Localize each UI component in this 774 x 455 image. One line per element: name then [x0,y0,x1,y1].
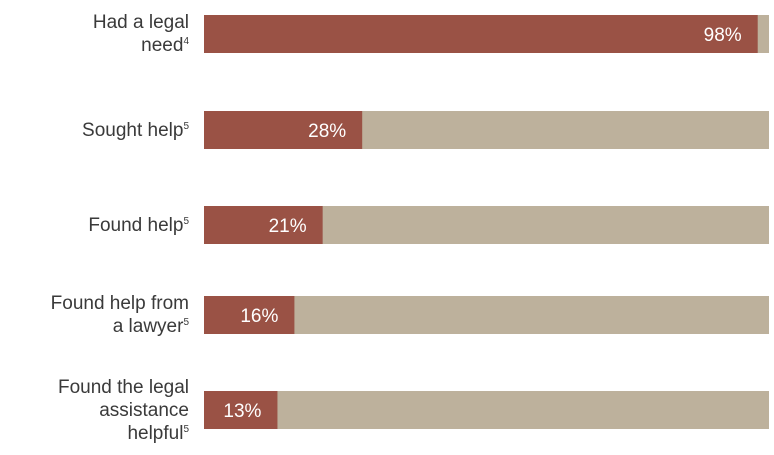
bar-value [204,111,363,149]
bar-remainder [204,296,769,334]
bar-value [204,296,295,334]
bar-value-label: 21% [269,216,307,237]
bar-value-label: 98% [704,25,742,46]
category-label: Had a legal need4 [93,11,189,57]
footnote-marker: 5 [183,215,189,227]
bar-remainder [204,391,769,429]
category-label-line: a lawyer5 [112,316,189,337]
category-label-line: Found help from [50,293,189,314]
category-label: Found help5 [88,214,189,237]
footnote-marker: 4 [183,36,189,47]
footnote-marker: 5 [183,317,189,328]
category-label-line: Found help5 [88,214,189,236]
category-label-line: Sought help5 [82,119,189,141]
bar-value [204,391,278,429]
category-label-line: Had a legal [92,12,189,33]
category-label: Sought help5 [82,119,189,142]
footnote-marker: 5 [183,423,189,435]
bar-value [204,206,323,244]
category-label: Found the legal assistance helpful5 [58,376,189,445]
bar-value-label: 16% [240,306,278,327]
category-label-line: assistance [99,399,189,421]
footnote-marker: 5 [183,120,189,132]
bar-value [204,15,758,53]
category-label-line: need4 [141,35,189,56]
category-label-line: helpful5 [127,422,189,444]
category-label-line: Found the legal [58,376,189,398]
bar-value-label: 28% [308,121,346,142]
category-label: Found help from a lawyer5 [51,292,189,338]
bar-value-label: 13% [223,401,261,422]
